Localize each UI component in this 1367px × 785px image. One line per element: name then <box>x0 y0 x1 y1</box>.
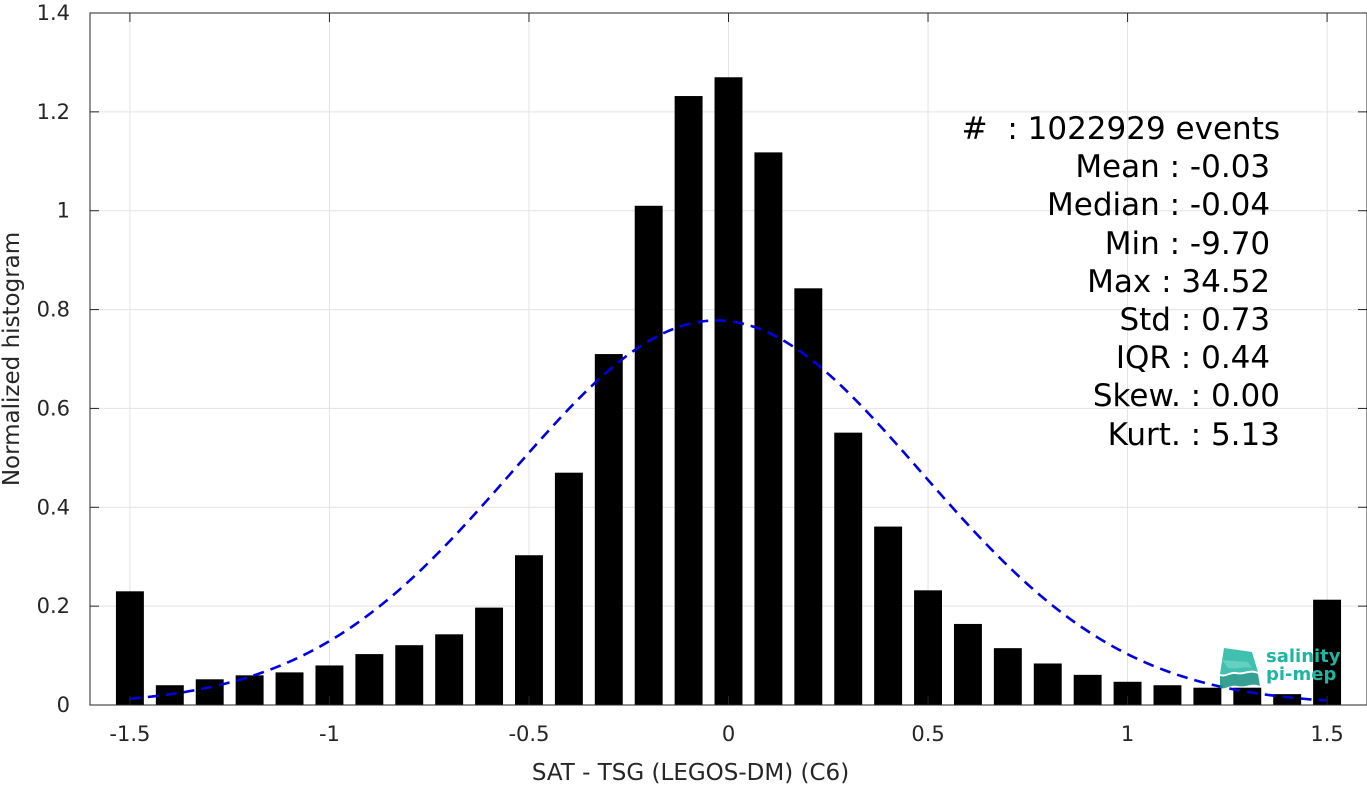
histogram-bar <box>355 654 384 705</box>
logo-line-salinity: salinity <box>1266 646 1341 667</box>
histogram-bar <box>1313 599 1342 705</box>
x-tick-label: -0.5 <box>508 722 549 746</box>
salinity-pimep-logo: salinity pi-mep <box>1218 646 1348 694</box>
histogram-bar <box>953 623 982 705</box>
stat-iqr: IQR : 0.44 <box>1115 340 1280 377</box>
statistics-box: # : 1022929 events Mean : -0.03 Median :… <box>930 110 1280 454</box>
x-axis-title: SAT - TSG (LEGOS-DM) (C6) <box>532 760 849 785</box>
stat-kurt: Kurt. : 5.13 <box>1107 416 1280 453</box>
histogram-bar <box>714 77 743 705</box>
gaussian-fit <box>129 319 1328 702</box>
histogram-bar <box>993 648 1022 705</box>
histogram-bar <box>115 591 144 705</box>
x-tick-label: 1.5 <box>1310 722 1343 746</box>
y-tick-label: 0.4 <box>37 495 70 519</box>
logo-text: salinity pi-mep <box>1266 648 1341 684</box>
stat-events: # : 1022929 events <box>961 111 1280 147</box>
axis-ticks: -1.5 -1 -0.5 0 0.5 1 1.5 0 0.2 0.4 0.6 0.8 1 1.2 1.4 <box>37 1 1367 746</box>
histogram-bar <box>1273 694 1302 705</box>
histogram-bar <box>834 432 863 705</box>
histogram-bar <box>674 96 703 706</box>
histogram-bar <box>634 205 663 705</box>
stat-median: Median : -0.04 <box>1047 187 1280 224</box>
y-tick-label: 0.6 <box>37 396 70 420</box>
stat-mean: Mean : -0.03 <box>1075 149 1280 186</box>
histogram-bar <box>594 354 623 705</box>
histogram-bar <box>1193 687 1222 705</box>
y-tick-label: 0 <box>57 693 70 717</box>
y-axis-title: Normalized histogram <box>0 232 25 486</box>
histogram-bar <box>914 590 942 705</box>
y-tick-label: 1 <box>57 199 70 223</box>
x-tick-label: -1 <box>319 722 340 746</box>
gaussian-fit-curve <box>129 319 1328 702</box>
histogram-bar <box>195 679 224 705</box>
stat-skew: Skew. : 0.00 <box>1092 378 1280 415</box>
x-tick-label: -1.5 <box>109 722 150 746</box>
histogram-bar <box>1153 685 1182 705</box>
x-tick-label: 1 <box>1121 722 1134 746</box>
histogram-bar <box>395 645 424 705</box>
histogram-bar <box>1113 681 1142 705</box>
histogram-bar <box>1033 663 1062 705</box>
x-tick-label: 0.5 <box>911 722 944 746</box>
histogram-bar <box>794 288 823 705</box>
stat-max: Max : 34.52 <box>1087 263 1280 300</box>
x-tick-label: 0 <box>722 722 735 746</box>
y-tick-label: 0.8 <box>37 298 70 322</box>
stat-std: Std : 0.73 <box>1119 302 1280 339</box>
y-tick-label: 0.2 <box>37 594 70 618</box>
stat-min: Min : -9.70 <box>1104 225 1280 262</box>
histogram-bar <box>475 607 504 705</box>
histogram-bar <box>435 634 464 705</box>
wave-logo-icon <box>1220 648 1260 689</box>
histogram-bar <box>515 555 543 705</box>
y-tick-label: 1.2 <box>37 100 70 124</box>
y-tick-label: 1.4 <box>37 1 70 25</box>
histogram-bar <box>754 152 783 706</box>
histogram-bar <box>554 472 583 705</box>
histogram-bar <box>874 526 903 705</box>
histogram-bar <box>275 672 304 705</box>
logo-line-pimep: pi-mep <box>1266 664 1337 685</box>
histogram-bar <box>1073 674 1102 705</box>
